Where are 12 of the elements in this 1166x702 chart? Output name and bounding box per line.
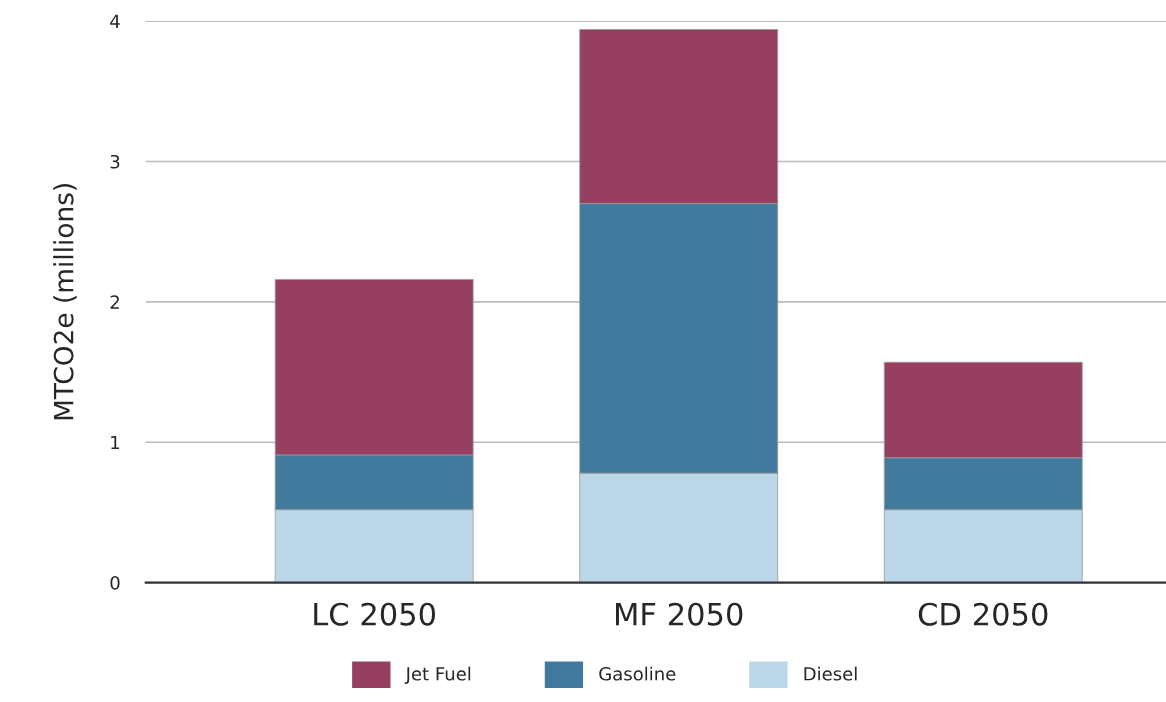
y-tick-label: 3 <box>110 154 120 169</box>
y-tick-label: 2 <box>110 295 119 309</box>
legend-label: Diesel <box>804 666 857 681</box>
y-tick-label: 4 <box>110 14 120 28</box>
x-tick-label: LC 2050 <box>314 602 436 626</box>
y-axis-title: MTCO2e (millions) <box>53 184 77 420</box>
legend-label: Jet Fuel <box>404 666 471 684</box>
x-tick-label: MF 2050 <box>616 602 743 626</box>
y-tick-label: 1 <box>111 435 120 450</box>
legend-label: Gasoline <box>599 666 676 681</box>
y-tick-label: 0 <box>110 576 120 590</box>
x-tick-label: CD 2050 <box>918 602 1048 626</box>
